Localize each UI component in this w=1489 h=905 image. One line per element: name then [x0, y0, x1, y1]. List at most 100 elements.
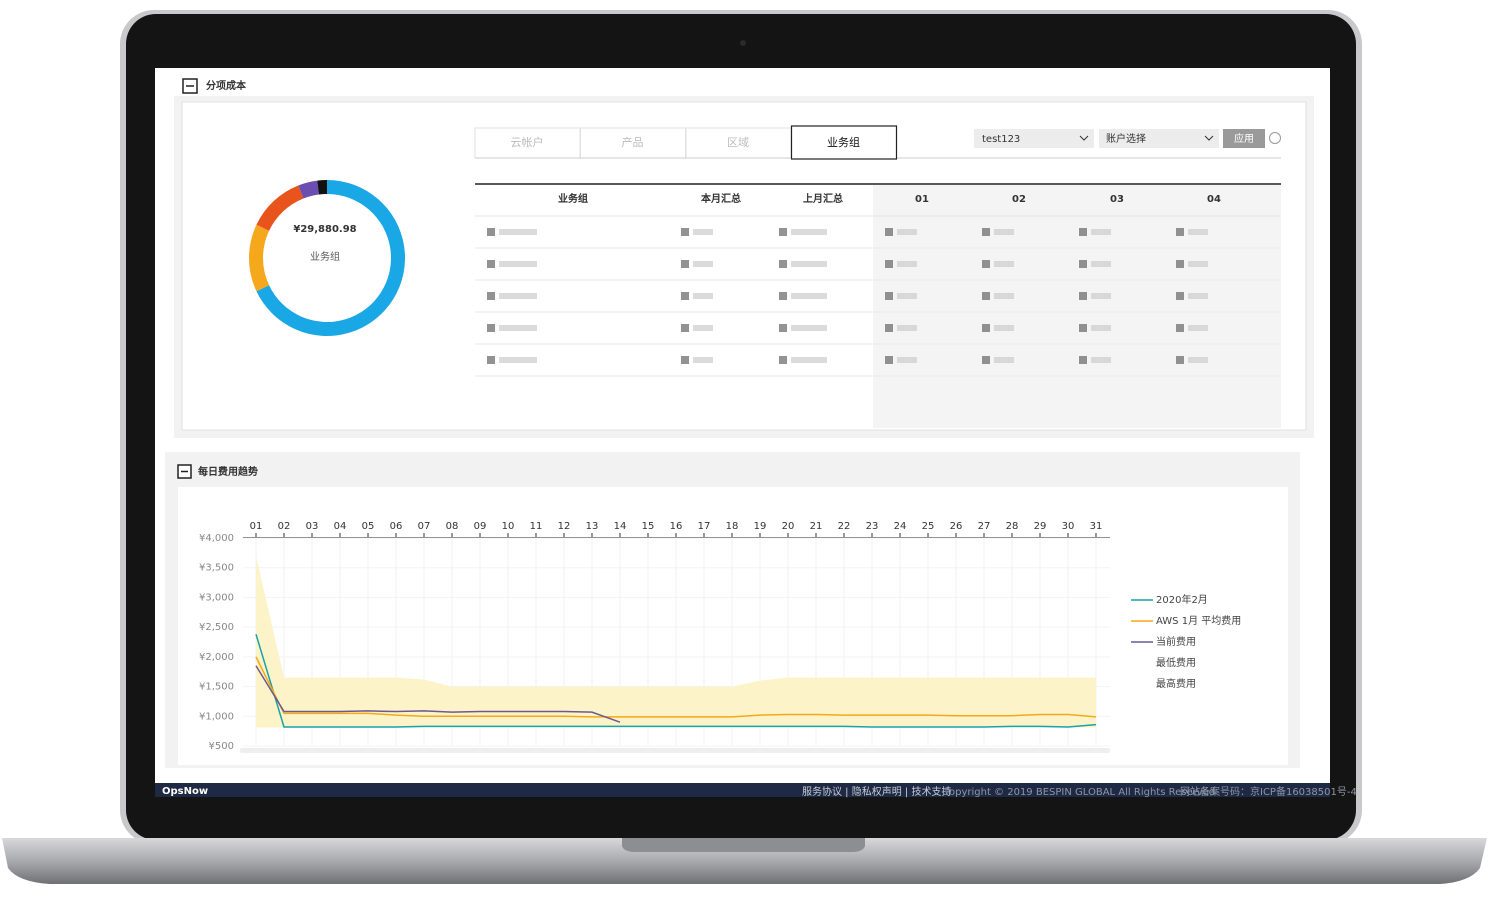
x-tick-label: 16	[670, 521, 683, 532]
apply-button[interactable]	[1223, 129, 1265, 148]
blurred-cell	[885, 260, 893, 268]
x-tick-label: 24	[894, 521, 907, 532]
blurred-cell	[982, 324, 990, 332]
blurred-cell	[681, 260, 689, 268]
blurred-cell	[1091, 293, 1111, 299]
x-tick-label: 02	[278, 521, 291, 532]
footer	[155, 783, 1330, 797]
blurred-cell	[885, 356, 893, 364]
info-icon[interactable]	[1269, 132, 1281, 144]
tab[interactable]	[790, 125, 898, 160]
legend-label[interactable]: 最高费用	[1156, 677, 1196, 690]
table-header: 02	[1012, 194, 1026, 205]
month-columns-bg	[873, 185, 1281, 428]
blurred-cell	[499, 261, 537, 267]
x-tick-label: 06	[390, 521, 403, 532]
x-tick-label: 17	[698, 521, 711, 532]
x-tick-label: 03	[306, 521, 319, 532]
legend-label[interactable]: 最低费用	[1156, 656, 1196, 669]
y-tick-label: ¥3,500	[199, 563, 234, 574]
tab-label: 业务组	[827, 135, 860, 149]
x-tick-label: 27	[978, 521, 991, 532]
blurred-cell	[1079, 292, 1087, 300]
section-title: 分项成本	[206, 79, 247, 92]
account-placeholder-select[interactable]	[1099, 129, 1219, 148]
table-header: 04	[1207, 194, 1221, 205]
blurred-cell	[779, 356, 787, 364]
select-text: 账户选择	[1106, 132, 1146, 145]
laptop-base	[2, 838, 1487, 884]
select-text: test123	[982, 134, 1020, 145]
blurred-cell	[1079, 356, 1087, 364]
x-tick-label: 31	[1090, 521, 1103, 532]
blurred-cell	[1188, 357, 1208, 363]
x-tick-label: 05	[362, 521, 375, 532]
blurred-cell	[1079, 228, 1087, 236]
y-tick-label: ¥4,000	[199, 533, 234, 544]
blurred-cell	[897, 229, 917, 235]
legend-label[interactable]: AWS 1月 平均费用	[1156, 614, 1241, 627]
footer-icp: 网站备案号码：京ICP备16038501号-4	[1180, 785, 1357, 798]
y-tick-label: ¥1,000	[199, 711, 234, 722]
footer-brand: OpsNow	[162, 786, 208, 797]
blurred-cell	[1188, 229, 1208, 235]
blurred-cell	[885, 228, 893, 236]
x-tick-label: 12	[558, 521, 571, 532]
x-tick-label: 11	[530, 521, 543, 532]
y-tick-label: ¥3,000	[199, 592, 234, 603]
donut-segment	[317, 180, 327, 195]
x-tick-label: 15	[642, 521, 655, 532]
blurred-cell	[1176, 292, 1184, 300]
donut-total: ¥29,880.98	[293, 224, 356, 235]
scrollbar[interactable]	[240, 748, 1110, 753]
x-tick-label: 14	[614, 521, 627, 532]
donut-segment	[256, 185, 304, 231]
blurred-cell	[1091, 325, 1111, 331]
blurred-cell	[487, 260, 495, 268]
x-tick-label: 01	[250, 521, 263, 532]
blurred-cell	[994, 357, 1014, 363]
footer-links[interactable]: 服务协议 | 隐私权声明 | 技术支持	[802, 785, 951, 798]
blurred-cell	[982, 260, 990, 268]
legend-label[interactable]: 当前费用	[1156, 635, 1196, 648]
blurred-cell	[791, 325, 827, 331]
x-tick-label: 13	[586, 521, 599, 532]
tabs: 云帐户 产品 区域 业务组	[474, 125, 1281, 160]
blurred-cell	[499, 293, 537, 299]
blurred-cell	[487, 356, 495, 364]
blurred-cell	[1176, 228, 1184, 236]
x-tick-label: 29	[1034, 521, 1047, 532]
y-tick-label: ¥1,500	[199, 682, 234, 693]
blurred-cell	[791, 357, 827, 363]
x-tick-label: 28	[1006, 521, 1019, 532]
blurred-cell	[779, 324, 787, 332]
blurred-cell	[779, 292, 787, 300]
blurred-cell	[681, 292, 689, 300]
blurred-cell	[499, 357, 537, 363]
camera	[740, 40, 746, 46]
blurred-cell	[791, 229, 827, 235]
account-select[interactable]	[974, 129, 1094, 148]
blurred-cell	[1176, 324, 1184, 332]
blurred-cell	[982, 356, 990, 364]
blurred-cell	[1079, 324, 1087, 332]
x-tick-label: 30	[1062, 521, 1075, 532]
blurred-cell	[1091, 261, 1111, 267]
x-tick-label: 18	[726, 521, 739, 532]
blurred-cell	[791, 261, 827, 267]
table-header: 业务组	[558, 192, 588, 205]
donut-segment	[249, 224, 270, 292]
blurred-cell	[693, 293, 713, 299]
blurred-cell	[1091, 229, 1111, 235]
y-tick-label: ¥500	[209, 741, 234, 752]
blurred-cell	[897, 357, 917, 363]
select-arrow	[1204, 135, 1214, 141]
x-tick-label: 19	[754, 521, 767, 532]
x-tick-label: 20	[782, 521, 795, 532]
blurred-cell	[1079, 260, 1087, 268]
blurred-cell	[994, 261, 1014, 267]
blurred-cell	[897, 293, 917, 299]
blurred-cell	[885, 292, 893, 300]
legend-label[interactable]: 2020年2月	[1156, 593, 1208, 606]
